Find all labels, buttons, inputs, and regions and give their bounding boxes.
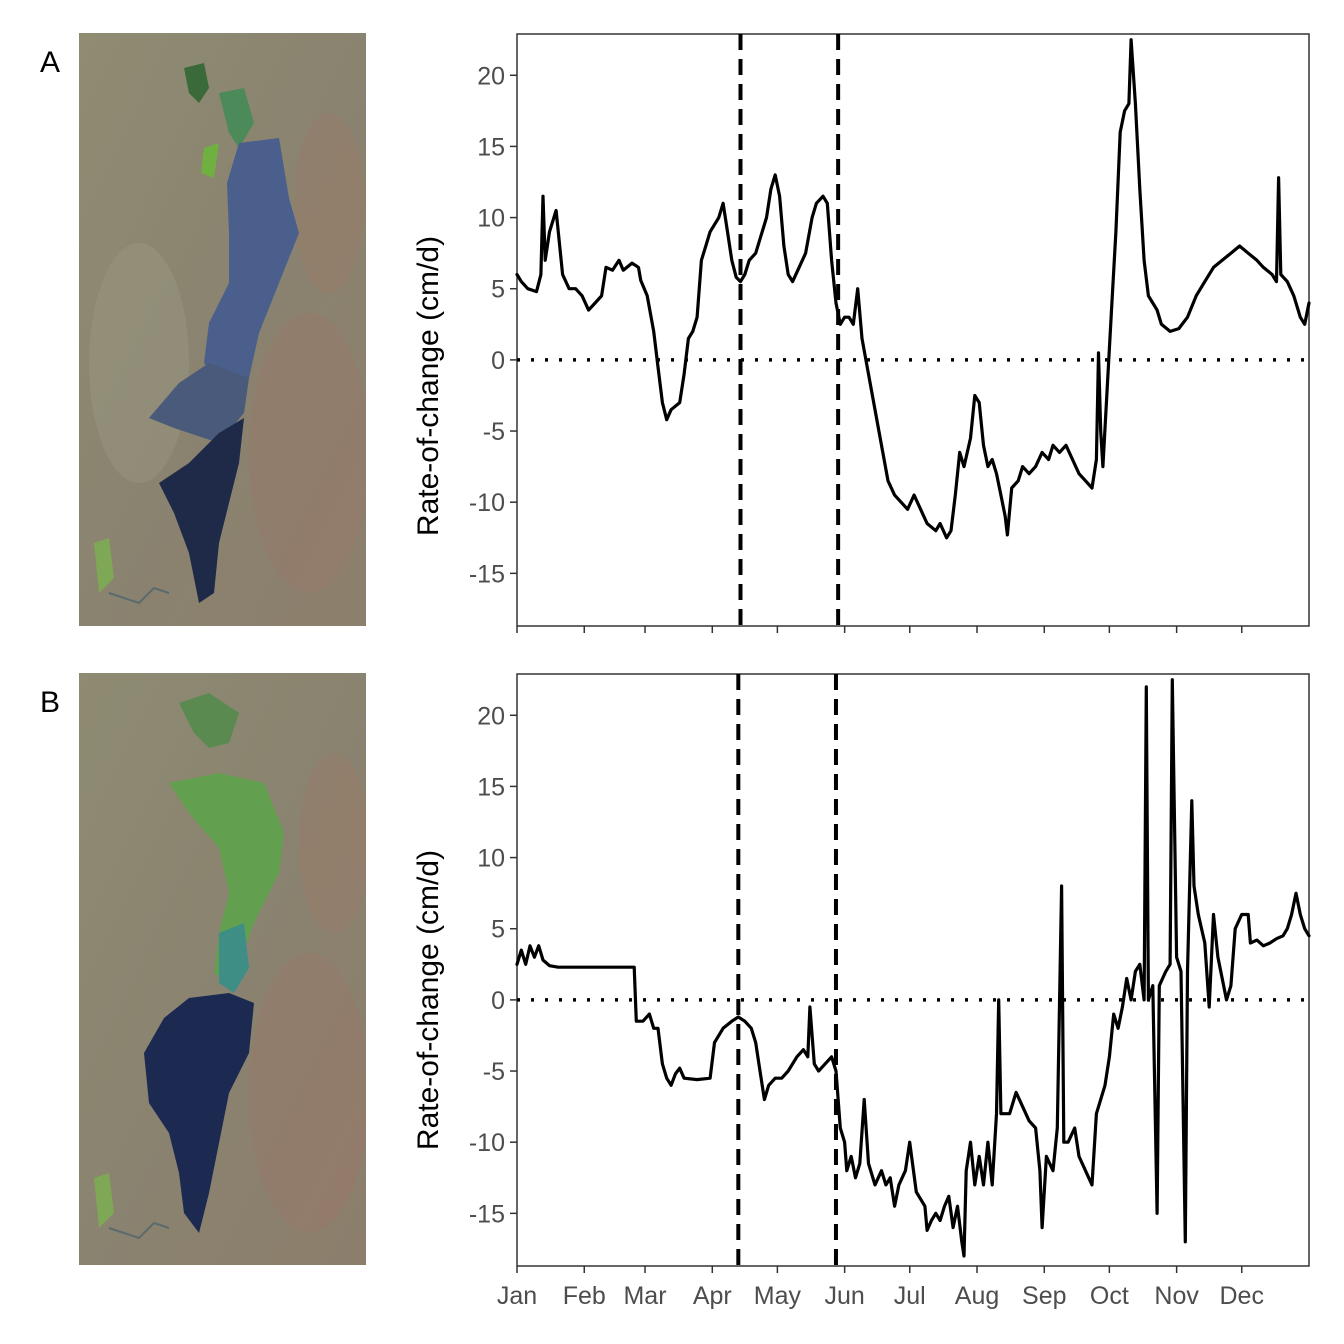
chart-a-y-tick-label: -10	[469, 489, 505, 517]
panel-b-label: B	[40, 686, 61, 719]
chart-b-x-tick-label: Apr	[693, 1282, 732, 1310]
chart-a-y-tick-label: 0	[491, 347, 505, 375]
panel-a-label: A	[40, 46, 61, 79]
chart-a-y-tick-label: 20	[477, 62, 505, 90]
chart-b-x-tick-label: Jul	[894, 1282, 926, 1310]
chart-b-y-tick-label: 15	[477, 773, 505, 801]
satellite-image-a	[79, 33, 366, 626]
chart-a-series-line	[515, 38, 1311, 540]
chart-b-series-line	[515, 678, 1311, 1258]
chart-b-x-tick-label: Aug	[955, 1282, 999, 1310]
chart-b-x-tick-label: Mar	[623, 1282, 666, 1310]
chart-b-y-tick-label: -5	[483, 1058, 505, 1086]
chart-a-y-axis-label: Rate-of-change (cm/d)	[412, 236, 445, 536]
chart-b-x-tick-label: Jun	[824, 1282, 864, 1310]
chart-b-x-tick-label: Sep	[1022, 1282, 1066, 1310]
chart-b-y-tick-label: 5	[491, 916, 505, 944]
chart-b-plot-frame	[516, 673, 1310, 1267]
chart-b-x-tick-label: Oct	[1090, 1282, 1129, 1310]
chart-a-y-tick-label: 5	[491, 276, 505, 304]
chart-b-x-tick-label: May	[754, 1282, 802, 1310]
chart-b-x-tick-label: Dec	[1219, 1282, 1263, 1310]
chart-a-y-tick-label: 15	[477, 133, 505, 161]
chart-b-y-tick-label: 0	[491, 987, 505, 1015]
chart-b-y-tick-label: -10	[469, 1129, 505, 1157]
chart-b-x-tick-label: Jan	[497, 1282, 537, 1310]
chart-b-y-axis-label: Rate-of-change (cm/d)	[412, 850, 445, 1150]
chart-a-plot-frame	[516, 33, 1310, 627]
chart-b-y-tick-label: -15	[469, 1200, 505, 1228]
satellite-image-b	[79, 673, 366, 1265]
chart-b-x-tick-label: Nov	[1154, 1282, 1199, 1310]
chart-a-y-tick-label: 10	[477, 205, 505, 233]
chart-b-x-tick-label: Feb	[563, 1282, 606, 1310]
chart-b-y-tick-label: 20	[477, 702, 505, 730]
chart-b-y-tick-label: 10	[477, 845, 505, 873]
chart-a-y-tick-label: -15	[469, 560, 505, 588]
chart-a-y-tick-label: -5	[483, 418, 505, 446]
